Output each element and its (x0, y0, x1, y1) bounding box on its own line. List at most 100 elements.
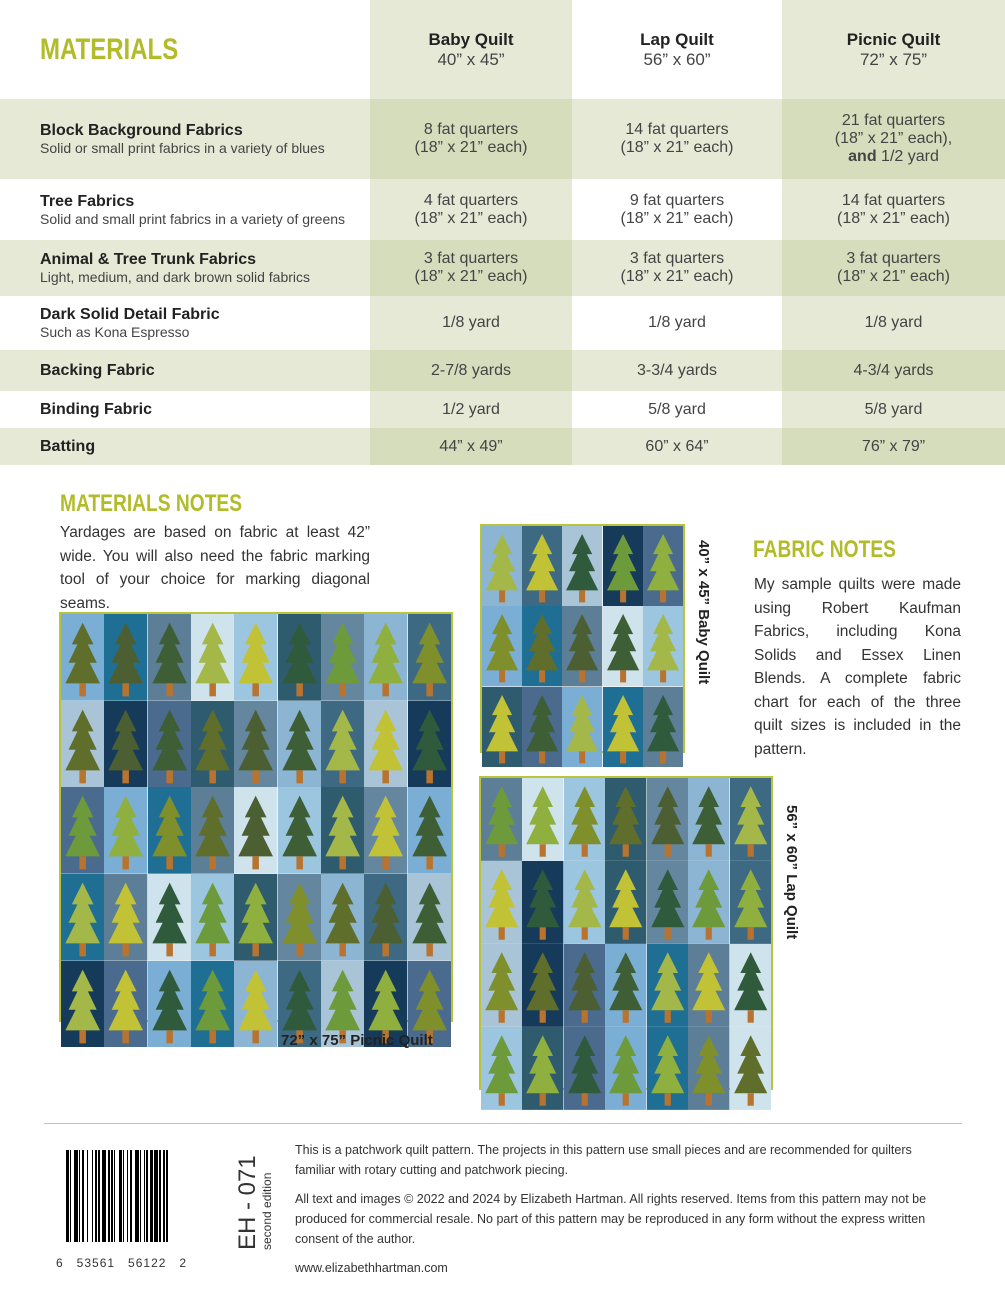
quilt-block (147, 874, 191, 961)
tree-icon (729, 778, 771, 861)
tree-icon (407, 614, 451, 701)
barcode-bar (159, 1150, 161, 1242)
tree-icon (277, 960, 321, 1048)
quilt-block (646, 860, 689, 944)
picnic-quilt-image (59, 612, 453, 1048)
tree-icon (61, 874, 105, 961)
row-description: Light, medium, and dark brown solid fabr… (40, 269, 311, 285)
cell-line: 1/2 yard (881, 148, 939, 165)
barcode-bar (94, 1150, 98, 1242)
quilt-block (646, 1026, 689, 1110)
tree-icon (104, 700, 148, 788)
tree-icon (729, 860, 771, 944)
tree-icon (481, 1026, 523, 1110)
table-header-row: MATERIALS Baby Quilt 40” x 45” Lap Quilt 5… (0, 0, 1005, 99)
footer-url[interactable]: www.elizabethhartman.com (295, 1261, 448, 1275)
lap-cell: 14 fat quarters (18” x 21” each) (572, 99, 782, 179)
barcode-bar (106, 1150, 108, 1242)
quilt-block (234, 700, 278, 788)
tree-icon (522, 778, 564, 861)
quilt-block (605, 778, 647, 861)
tree-icon (688, 860, 730, 944)
row-description: Such as Kona Espresso (40, 324, 190, 340)
lap-cell: 3 fat quarters (18” x 21” each) (572, 240, 782, 296)
quilt-block (61, 787, 105, 875)
cell-line: 3 fat quarters (846, 250, 941, 267)
quilt-block (562, 606, 603, 687)
barcode-bar (97, 1150, 99, 1242)
quilt-block (190, 700, 235, 788)
quilt-block (104, 614, 148, 701)
tree-icon (104, 960, 148, 1048)
picnic-cell: 4-3/4 yards (782, 350, 1005, 391)
quilt-block (407, 700, 451, 788)
picnic-cell: 5/8 yard (782, 391, 1005, 428)
row-description: Solid or small print fabrics in a variet… (40, 140, 325, 156)
tree-icon (646, 778, 689, 861)
tree-icon (602, 686, 643, 768)
barcode-bar (147, 1150, 151, 1242)
barcode-bar (78, 1150, 81, 1242)
barcode-bar (107, 1150, 111, 1242)
barcode-bar (84, 1150, 87, 1242)
barcode-bar (143, 1150, 146, 1242)
tree-icon (364, 787, 408, 875)
tree-icon (642, 606, 683, 687)
row-label-cell: Tree Fabrics Solid and small print fabric… (0, 179, 370, 240)
baby-cell: 1/8 yard (370, 296, 572, 350)
quilt-block (481, 778, 523, 861)
tree-icon (147, 960, 191, 1048)
footer-disclaimer: This is a patchwork quilt pattern. The p… (295, 1143, 912, 1177)
barcode-bar (99, 1150, 103, 1242)
quilt-block (642, 526, 683, 607)
picnic-cell: 1/8 yard (782, 296, 1005, 350)
tree-icon (642, 686, 683, 768)
row-label: Binding Fabric (40, 400, 152, 418)
tree-icon (277, 874, 321, 961)
cell-line: 2-7/8 yards (430, 361, 512, 379)
tree-icon (147, 787, 191, 875)
cell-line: 3 fat quarters (423, 250, 519, 267)
cell-line: (18” x 21” each), (834, 130, 953, 147)
barcode (66, 1150, 244, 1242)
tree-icon (481, 943, 523, 1027)
quilt-block (605, 943, 647, 1027)
tree-icon (481, 860, 523, 944)
tree-icon (234, 700, 278, 788)
quilt-block (61, 700, 105, 788)
cell-line: (18” x 21” each) (414, 209, 528, 227)
cell-line: (18” x 21” each) (837, 209, 950, 227)
barcode-bar (124, 1150, 127, 1242)
barcode-bar (154, 1150, 159, 1242)
quilt-block (61, 614, 105, 701)
tree-icon (482, 606, 523, 687)
quilt-block (364, 700, 408, 788)
barcode-bar (113, 1150, 116, 1242)
barcode-bar (126, 1150, 129, 1242)
baby-cell: 3 fat quarters (18” x 21” each) (370, 240, 572, 296)
cell-line: 1/8 yard (864, 314, 923, 331)
quilt-block (190, 960, 235, 1048)
lap-cell: 1/8 yard (572, 296, 782, 350)
quilt-block (320, 614, 365, 701)
quilt-block (642, 606, 683, 687)
barcode-bar (164, 1150, 166, 1242)
cell-line: 14 fat quarters (841, 191, 946, 209)
barcode-bar (102, 1150, 107, 1242)
barcode-bar (91, 1150, 94, 1242)
quilt-block (688, 778, 730, 861)
quilt-block (522, 860, 564, 944)
quilt-block (364, 874, 408, 961)
barcode-bar (128, 1150, 130, 1242)
barcode-bar (77, 1150, 79, 1242)
tree-icon (277, 787, 321, 875)
cell-line: 9 fat quarters (629, 191, 725, 209)
quilt-block (602, 526, 643, 607)
col-size: 56” x 60” (643, 49, 711, 69)
cell-line: 1/2 yard (442, 400, 500, 418)
quilt-block (320, 700, 365, 788)
tree-icon (605, 778, 647, 861)
barcode-bar (150, 1150, 153, 1242)
lap-cell: 5/8 yard (572, 391, 782, 428)
tree-icon (147, 614, 191, 701)
